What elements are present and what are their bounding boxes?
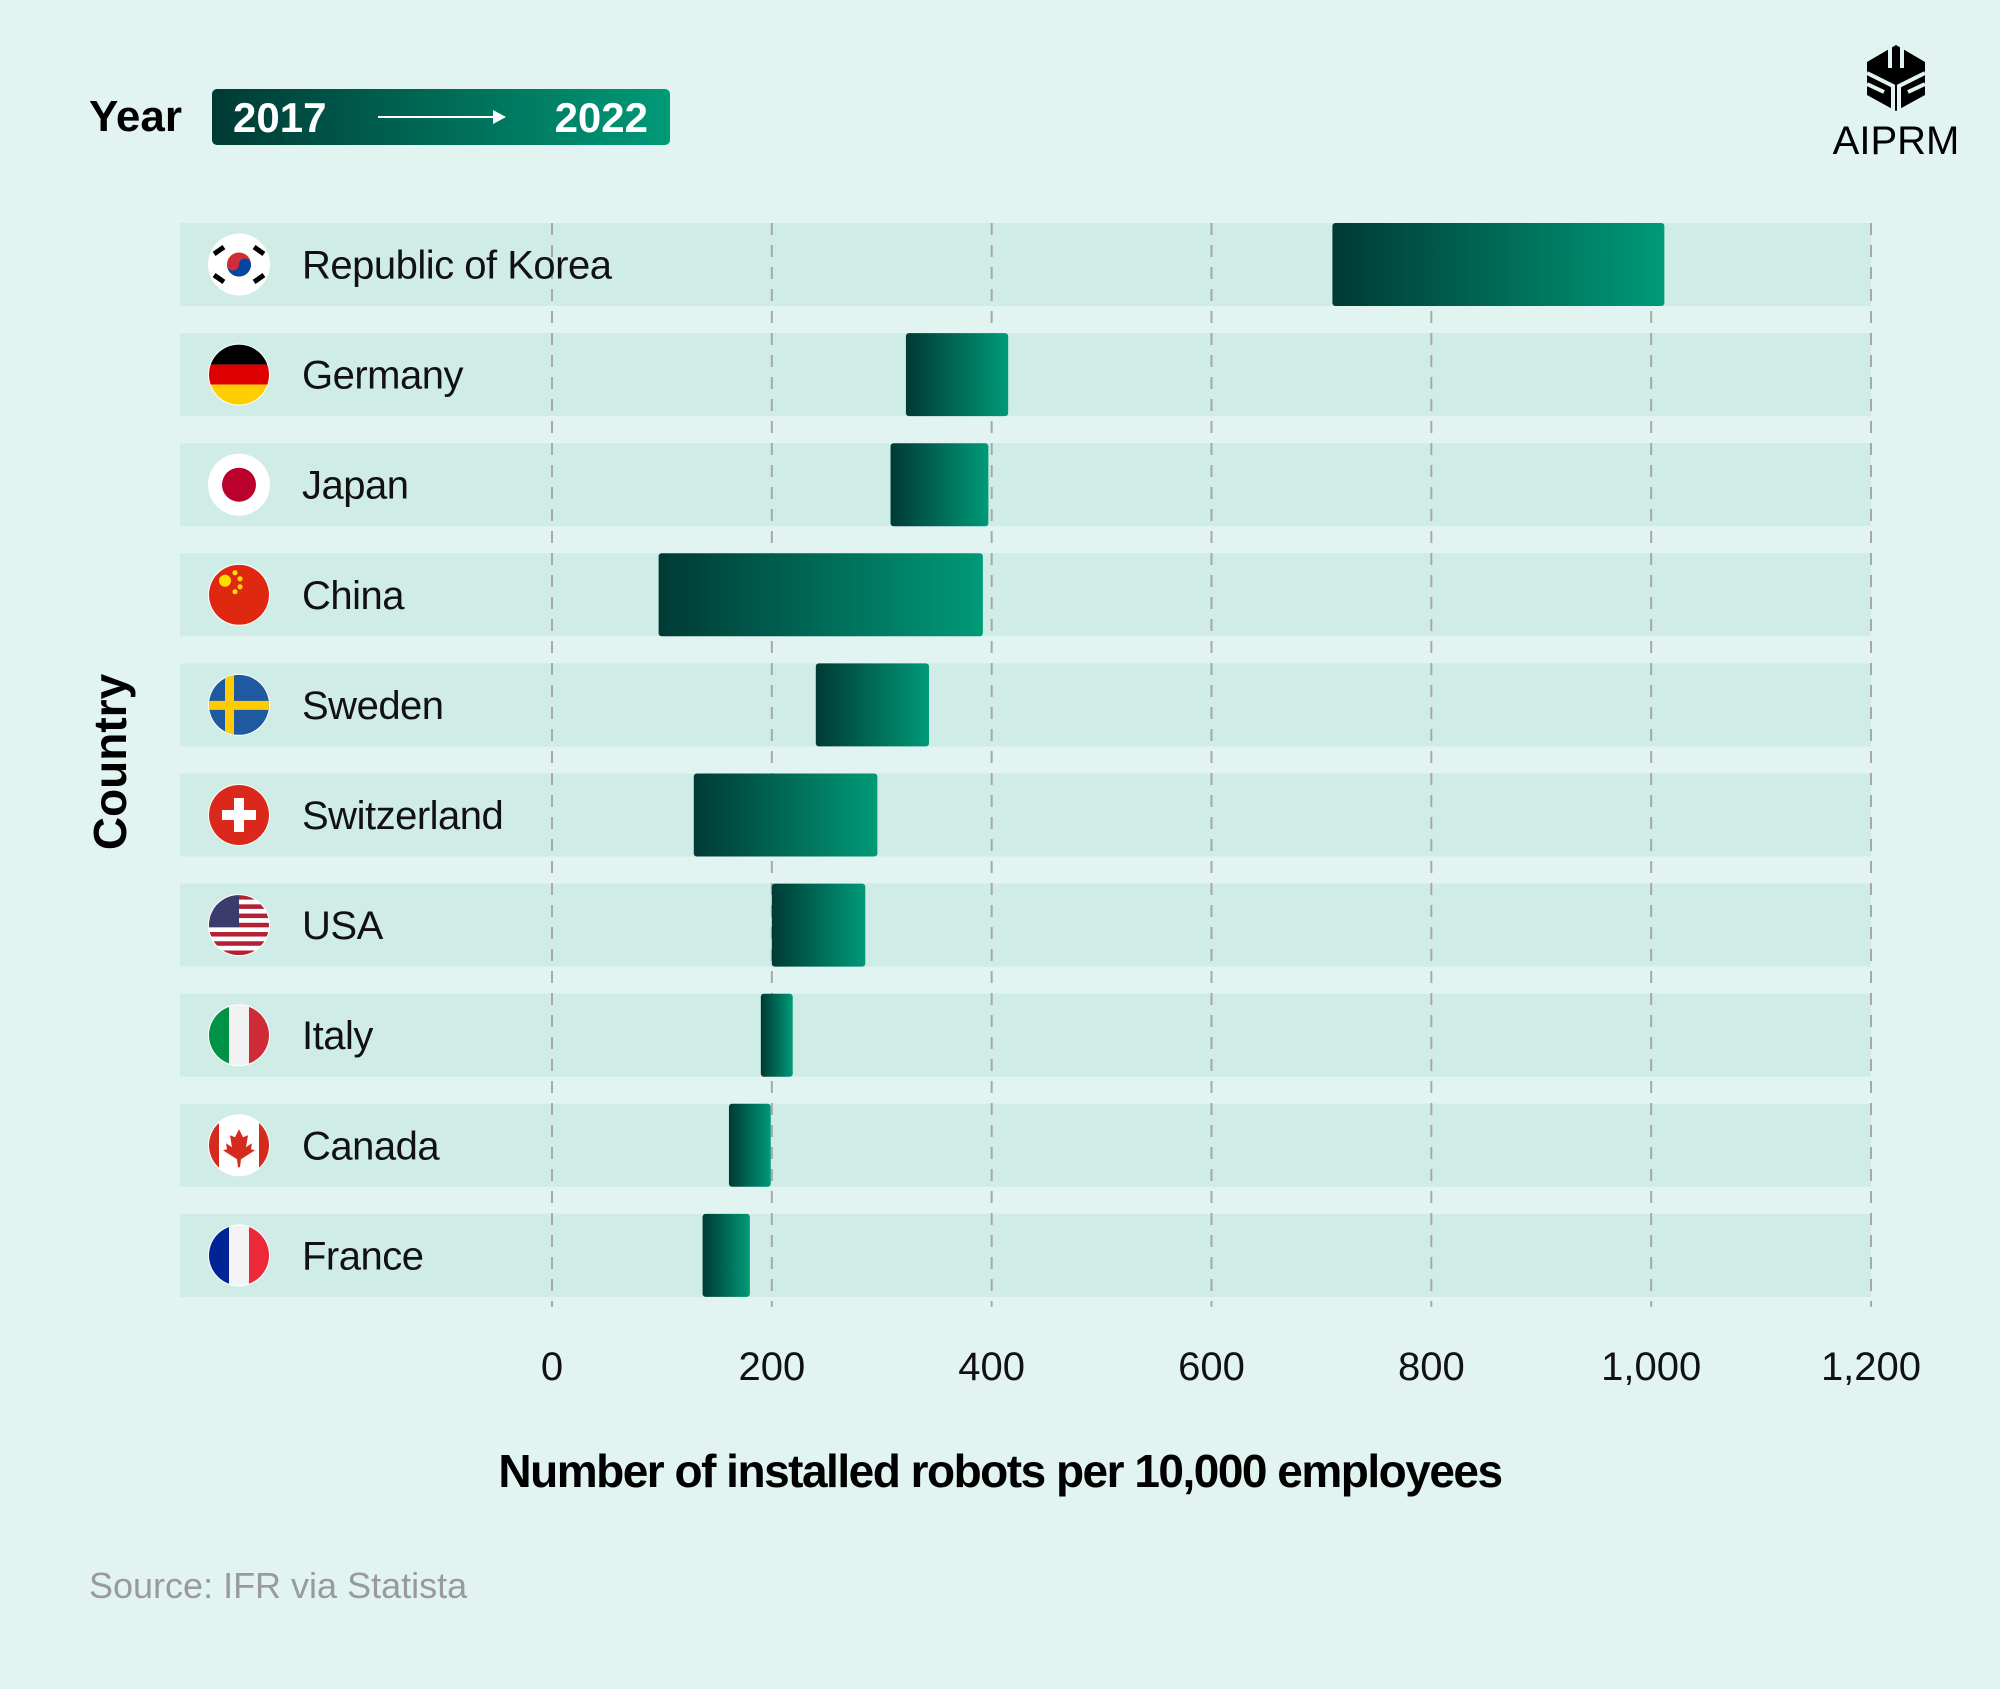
y-axis-title: Country — [84, 673, 136, 850]
row-background — [180, 333, 1871, 417]
country-label: France — [302, 1234, 424, 1278]
range-bar — [890, 443, 989, 527]
range-bar — [771, 883, 866, 967]
x-tick-label: 1,000 — [1601, 1345, 1701, 1389]
range-bar — [905, 333, 1009, 417]
legend-end-year: 2022 — [555, 94, 648, 141]
legend-start-year: 2017 — [233, 94, 326, 141]
x-tick-label: 400 — [958, 1345, 1025, 1389]
x-tick-label: 800 — [1398, 1345, 1465, 1389]
source-note: Source: IFR via Statista — [89, 1565, 468, 1606]
x-tick-label: 0 — [541, 1345, 563, 1389]
x-tick-label: 1,200 — [1821, 1345, 1921, 1389]
range-bar — [1332, 223, 1665, 306]
row-background — [180, 1213, 1871, 1297]
range-bar — [728, 1103, 771, 1187]
country-label: USA — [302, 904, 384, 948]
row-background — [180, 883, 1871, 967]
range-bar — [693, 773, 878, 857]
range-bar — [815, 663, 930, 747]
legend-label: Year — [89, 92, 182, 141]
switzerland-flag-icon — [208, 784, 270, 846]
row-background — [180, 773, 1871, 857]
sweden-flag-icon — [208, 673, 270, 736]
aiprm-logo-icon — [1866, 45, 1926, 111]
germany-flag-icon — [208, 343, 270, 406]
italy-flag-icon — [208, 1004, 270, 1067]
country-label: Canada — [302, 1124, 440, 1168]
row-background — [180, 1103, 1871, 1187]
range-bar — [760, 993, 793, 1077]
country-label: China — [302, 574, 405, 618]
range-bar — [658, 553, 983, 637]
country-label: Japan — [302, 464, 408, 508]
range-bar — [702, 1213, 750, 1297]
year-legend: 2017 2022 — [212, 89, 670, 145]
row-background — [180, 663, 1871, 747]
japan-flag-icon — [208, 453, 270, 516]
france-flag-icon — [208, 1224, 270, 1287]
x-axis-title: Number of installed robots per 10,000 em… — [498, 1445, 1501, 1497]
x-tick-label: 600 — [1178, 1345, 1245, 1389]
canada-flag-icon — [208, 1114, 270, 1177]
usa-flag-icon — [208, 894, 270, 957]
country-label: Sweden — [302, 684, 444, 728]
country-label: Italy — [302, 1014, 373, 1058]
country-label: Germany — [302, 354, 463, 398]
korea-flag-icon — [208, 233, 270, 296]
row-background — [180, 993, 1871, 1077]
country-label: Republic of Korea — [302, 244, 613, 288]
country-label: Switzerland — [302, 794, 503, 838]
row-background — [180, 553, 1871, 637]
row-background — [180, 443, 1871, 527]
logo-text: AIPRM — [1833, 119, 1960, 163]
x-tick-label: 200 — [738, 1345, 805, 1389]
china-flag-icon — [208, 563, 270, 626]
